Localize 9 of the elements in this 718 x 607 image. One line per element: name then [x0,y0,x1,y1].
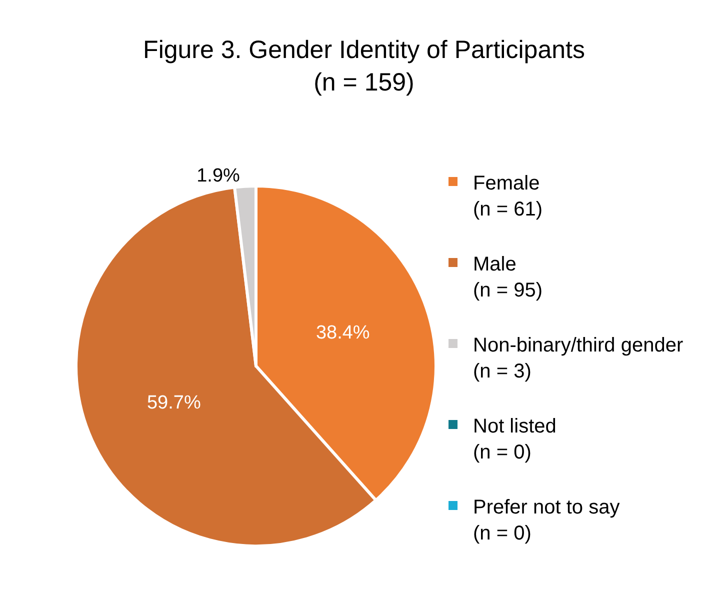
legend-label: Non-binary/third gender (n = 3) [473,334,684,382]
data-label: 1.9% [196,165,240,186]
chart-title: Figure 3. Gender Identity of Participants (n = 159) [143,36,585,96]
legend-label: Not listed (n = 0) [473,415,556,464]
legend-label: Male (n = 95) [473,253,542,302]
data-label: 59.7% [146,392,201,414]
legend-label: Female (n = 61) [473,172,542,220]
data-label: 38.4% [316,322,370,344]
legend-label: Prefer not to say (n = 0) [473,496,620,544]
